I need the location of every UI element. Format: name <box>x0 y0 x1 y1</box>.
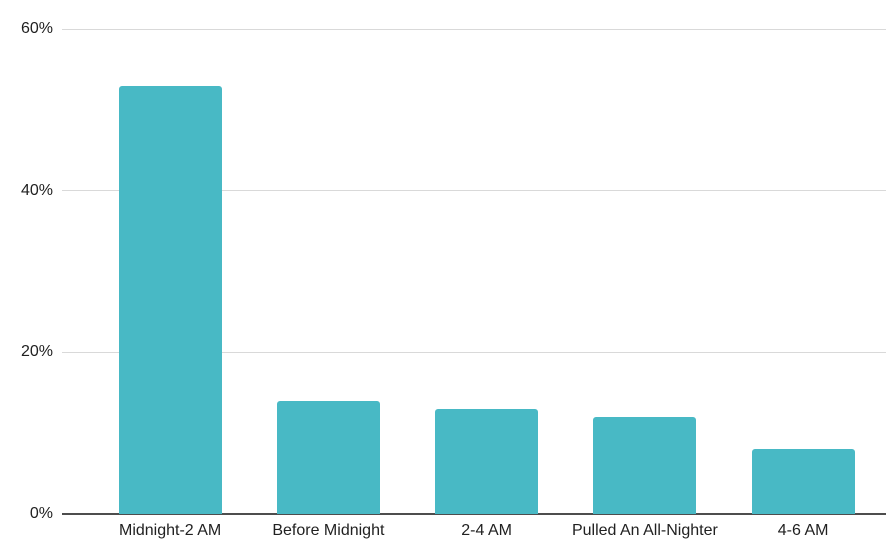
bar-midnight-2-am <box>118 85 222 514</box>
x-tick-label: 4-6 AM <box>777 522 829 539</box>
bar-pulled-an-all-nighter <box>593 417 697 514</box>
y-tick-label: 40% <box>20 181 53 199</box>
y-tick-label: 60% <box>20 20 53 37</box>
bar-4-6-am <box>751 449 855 514</box>
bar-2-4-am <box>435 408 539 514</box>
y-tick-label: 20% <box>20 343 53 361</box>
x-tick-label: 2-4 AM <box>461 522 512 539</box>
y-tick-label: 0% <box>29 505 53 522</box>
gridline-20% <box>62 351 886 353</box>
gridline-40% <box>62 190 886 192</box>
x-tick-label: Pulled An All-Nighter <box>571 522 718 539</box>
x-tick-label: Before Midnight <box>272 522 385 539</box>
gridline-60% <box>62 28 886 30</box>
x-tick-label: Midnight-2 AM <box>118 522 222 539</box>
x-axis-line <box>62 513 886 515</box>
bar-before-midnight <box>276 400 380 514</box>
